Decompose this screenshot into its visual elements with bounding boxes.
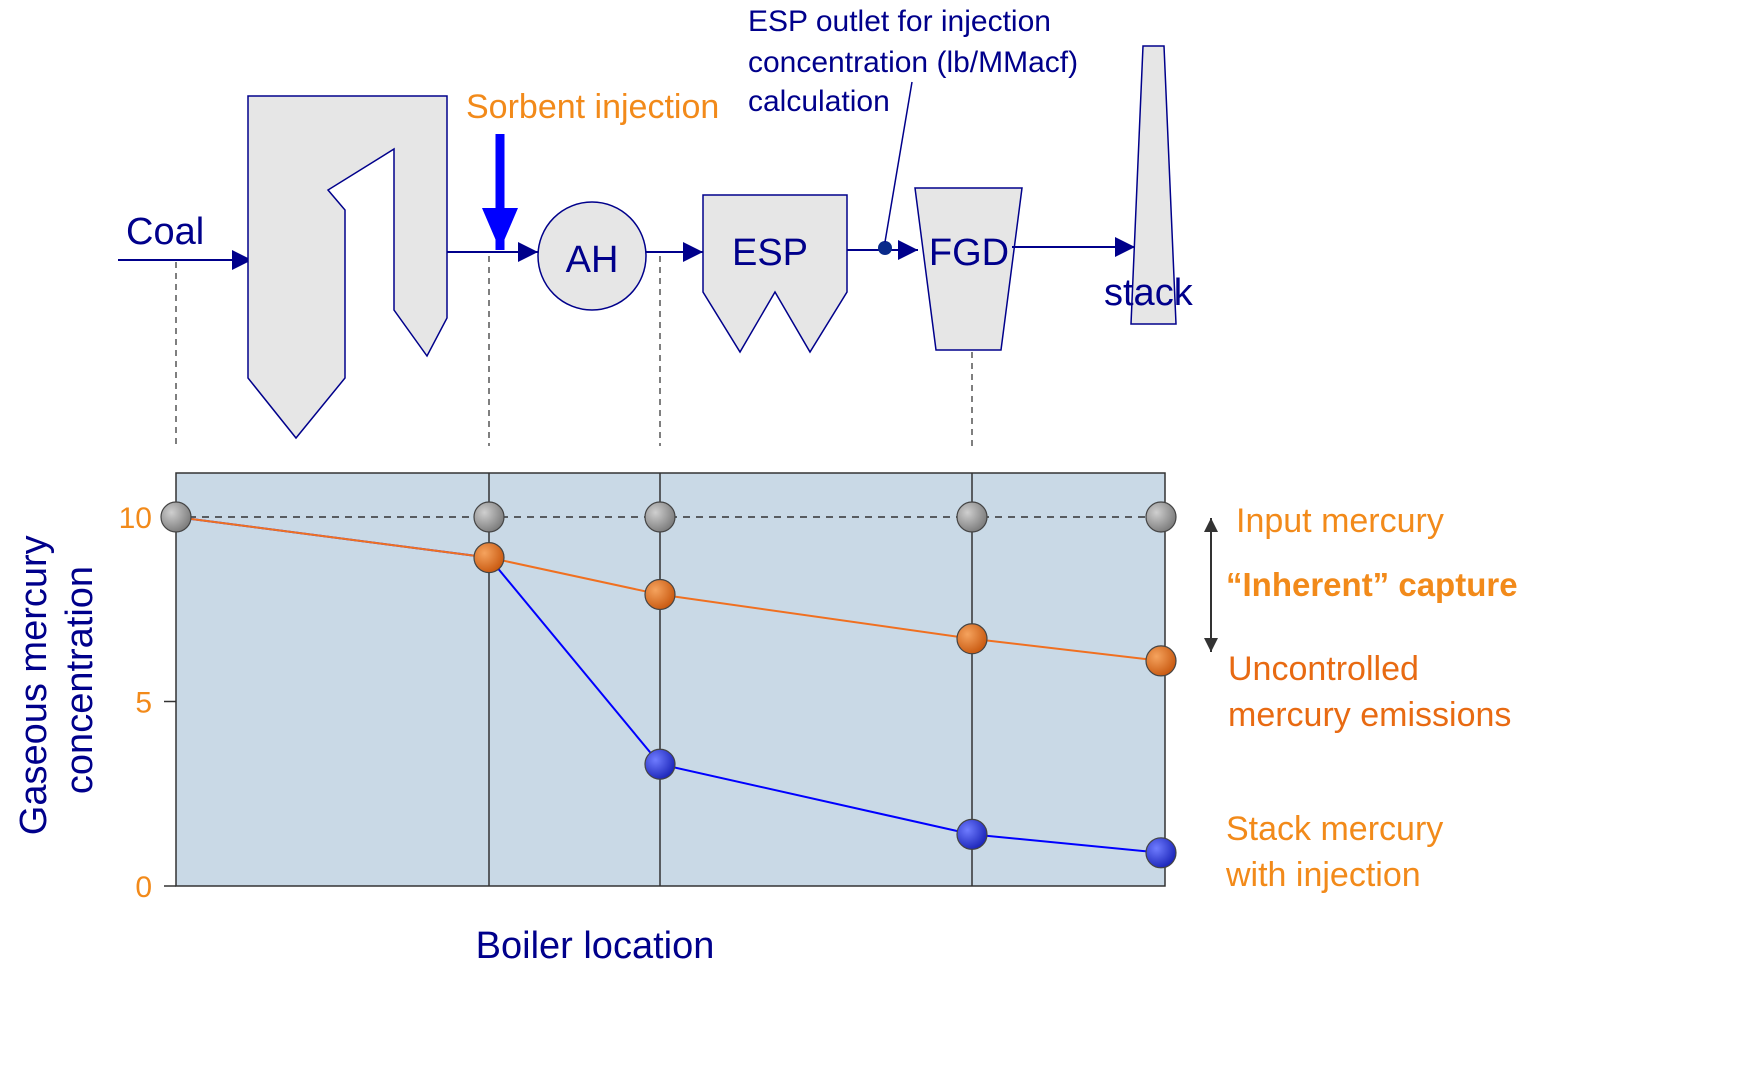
marker-uncontrolled-3 (956, 623, 988, 655)
legend-inherent-capture: “Inherent” capture (1226, 566, 1518, 603)
esp-unit (702, 194, 848, 354)
air-heater-unit (537, 201, 647, 311)
marker-stack-with-injection-3 (956, 818, 988, 850)
x-axis-label: Boiler location (476, 925, 715, 967)
coal-label: Coal (126, 211, 204, 253)
esp-outlet-note-line3: calculation (748, 85, 890, 118)
chart-markers (160, 501, 1177, 869)
process-flow: Coal Sorbent injection AH ESP ESP outlet… (118, 5, 1194, 440)
marker-uncontrolled-2 (644, 578, 676, 611)
esp-outlet-note-line2: concentration (lb/MMacf) (748, 46, 1078, 79)
marker-uncontrolled-4 (1145, 645, 1177, 677)
fgd-label: FGD (929, 232, 1009, 274)
plot-background (175, 472, 1166, 887)
marker-stack-with-injection-4 (1145, 837, 1177, 869)
y-axis-label-line1: Gaseous mercury (13, 535, 55, 835)
sorbent-injection-label: Sorbent injection (466, 88, 719, 126)
legend-uncontrolled-line1: Uncontrolled (1228, 650, 1419, 688)
chart-area: 0 5 10 Gaseous mercury concentration Boile… (13, 472, 1177, 967)
esp-outlet-leader-line (884, 81, 913, 243)
location-drop-lines (175, 256, 973, 446)
y-tick-label: 10 (119, 502, 152, 535)
legend: Input mercury “Inherent” capture Uncontr… (1204, 502, 1518, 894)
legend-input-mercury: Input mercury (1236, 502, 1444, 540)
esp-outlet-sample-point (878, 241, 892, 255)
legend-uncontrolled-line2: mercury emissions (1228, 696, 1511, 734)
esp-outlet-note-line1: ESP outlet for injection (748, 5, 1051, 38)
boiler-unit (247, 95, 448, 440)
marker-uncontrolled-1 (473, 541, 505, 574)
marker-input-mercury-4 (1145, 501, 1177, 533)
marker-input-mercury-0 (160, 501, 192, 533)
marker-input-mercury-2 (644, 501, 676, 533)
legend-stack-mercury: Stack mercury with injection (1225, 810, 1453, 894)
legend-stack-mercury-line1: Stack mercury (1226, 810, 1443, 848)
sorbent-arrowhead (482, 208, 518, 250)
vertical-gridlines (488, 473, 973, 886)
legend-stack-mercury-line2: with injection (1225, 856, 1421, 894)
ah-label: AH (566, 239, 619, 281)
y-axis-label: Gaseous mercury concentration (13, 525, 101, 835)
stack-label: stack (1104, 272, 1194, 314)
esp-outlet-note: ESP outlet for injection concentration (… (748, 5, 1086, 118)
y-axis-ticks: 0 5 10 (119, 502, 176, 904)
fgd-unit (914, 187, 1023, 351)
esp-label: ESP (732, 232, 808, 274)
y-tick-label: 5 (135, 687, 152, 720)
stack-unit (1130, 45, 1177, 325)
y-axis-label-line2: concentration (59, 566, 101, 794)
marker-input-mercury-1 (473, 501, 505, 533)
y-tick-label: 0 (135, 871, 152, 904)
legend-uncontrolled: Uncontrolled mercury emissions (1228, 650, 1511, 734)
marker-stack-with-injection-2 (644, 748, 676, 780)
marker-input-mercury-3 (956, 501, 988, 533)
